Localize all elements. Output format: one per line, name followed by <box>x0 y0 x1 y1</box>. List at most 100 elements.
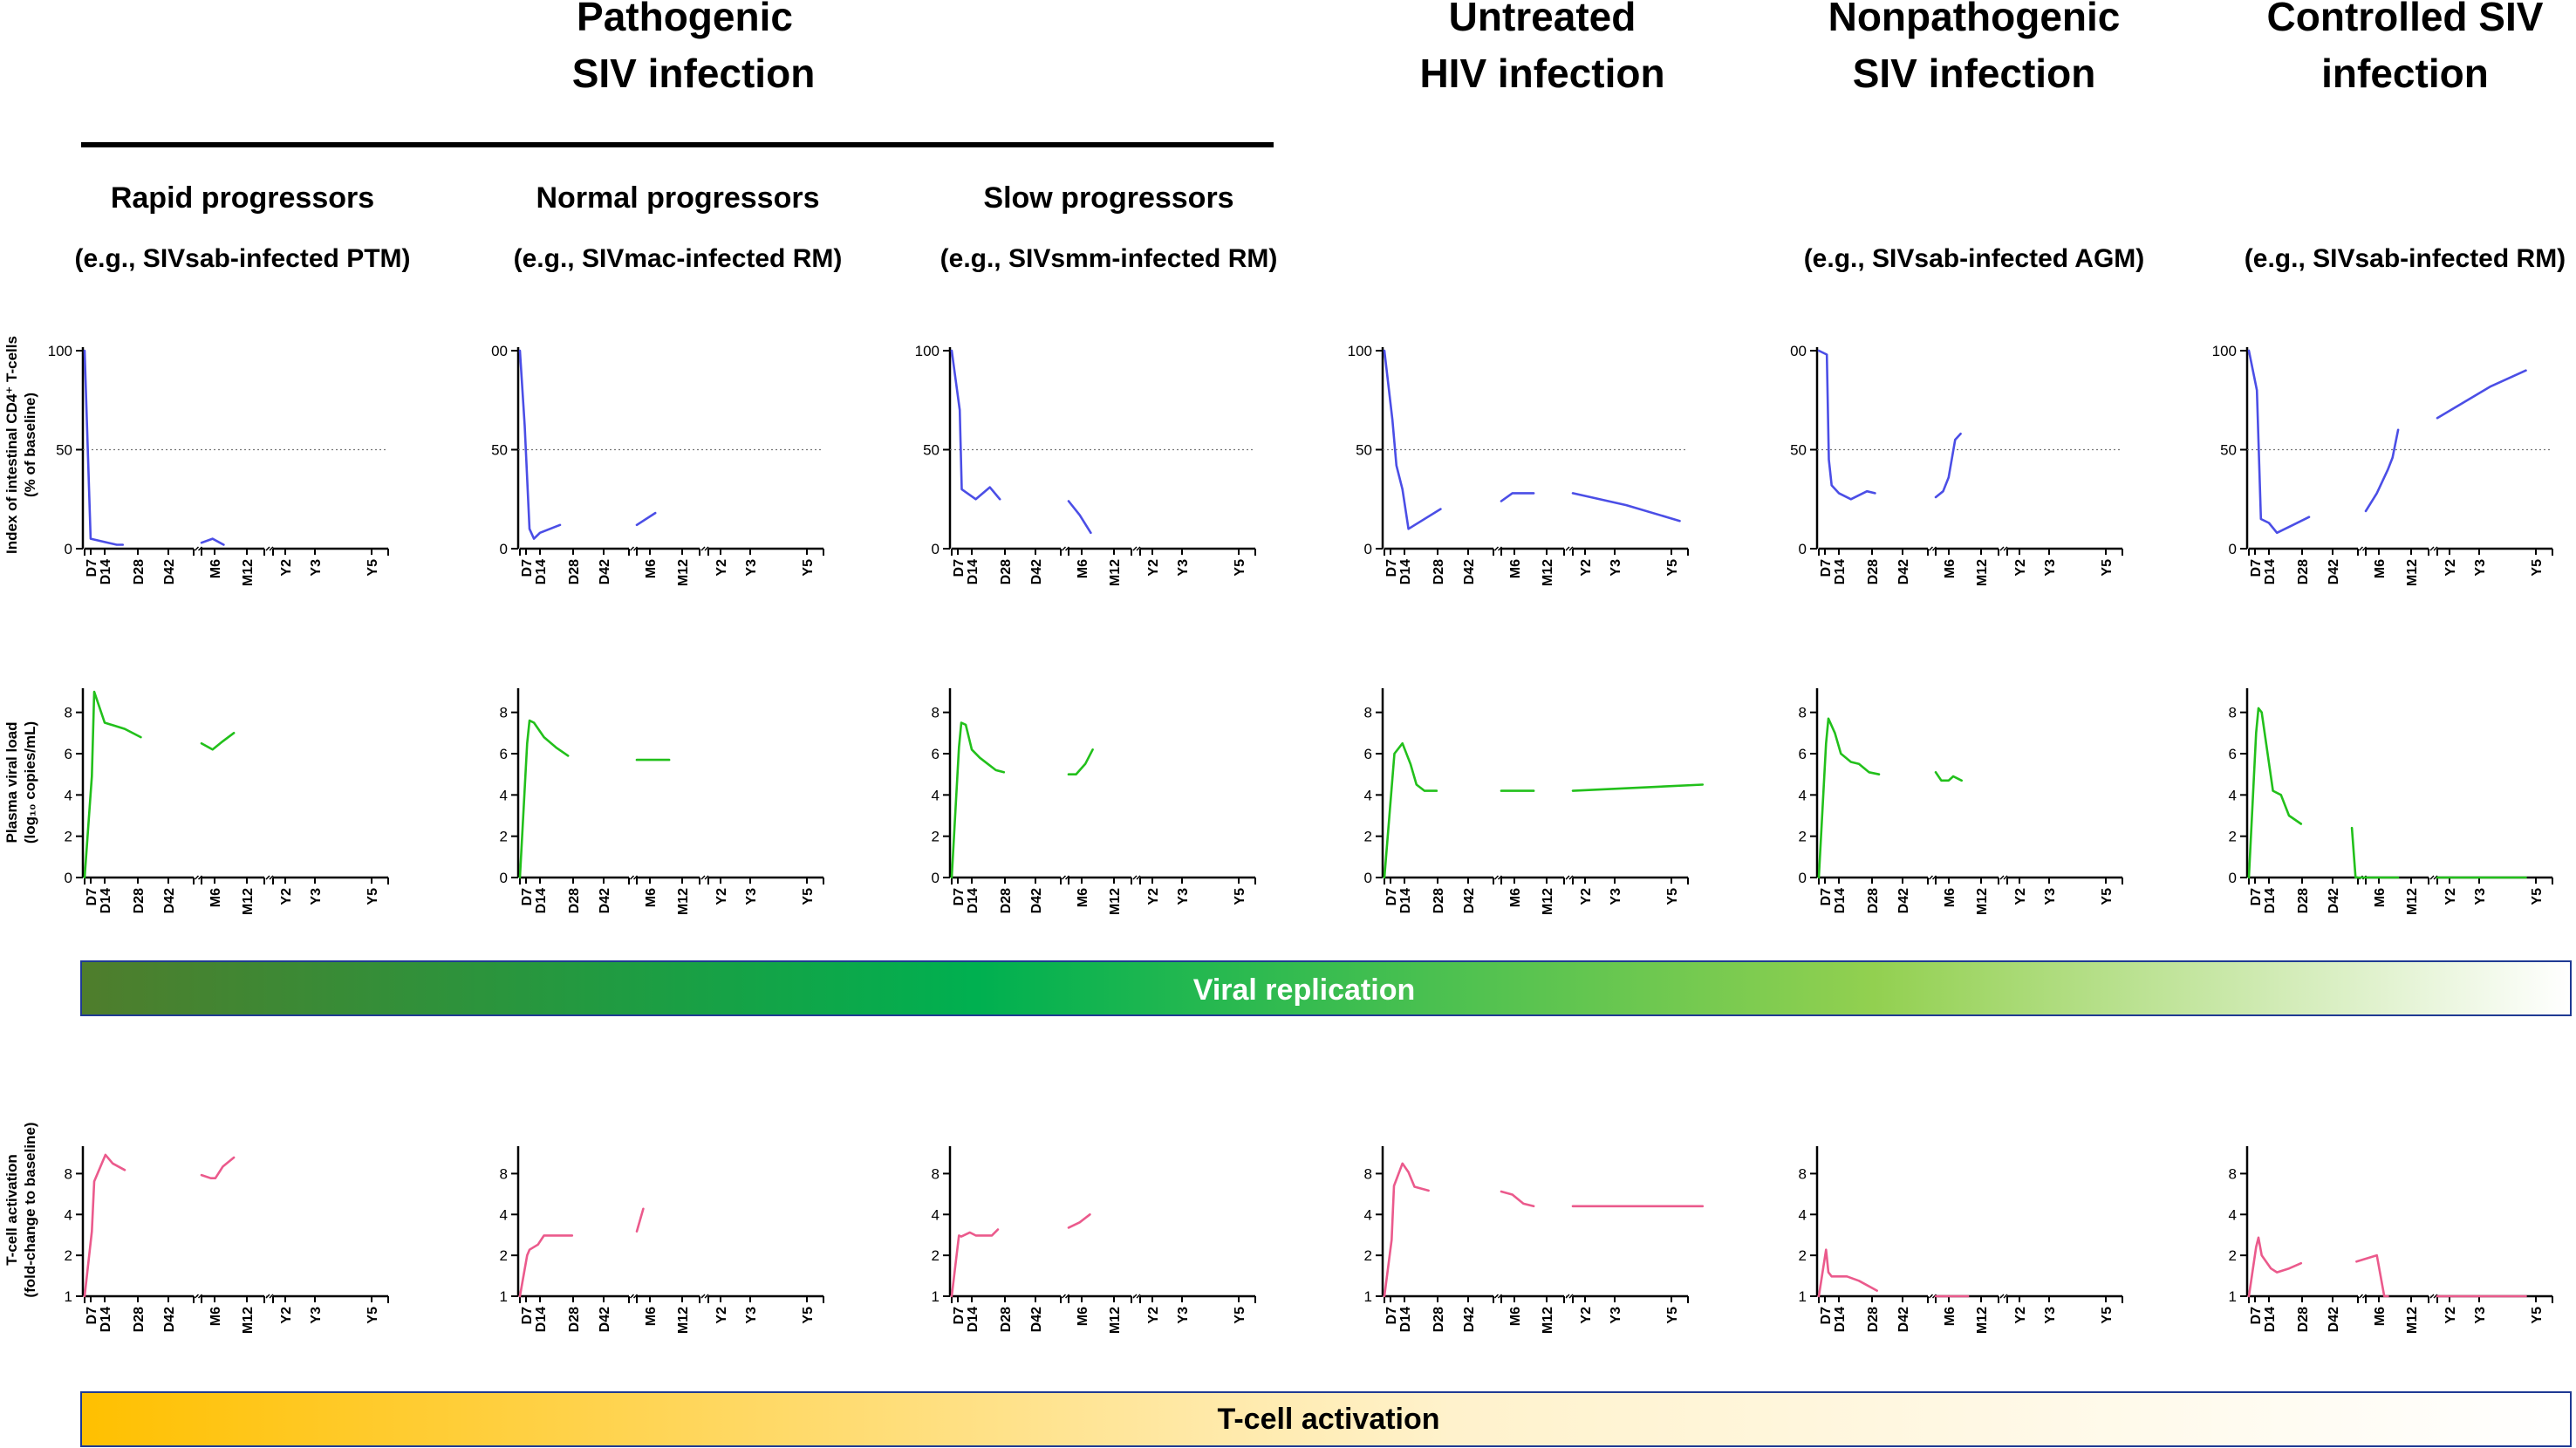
data-series-line <box>950 349 1001 501</box>
y-tick-label: 4 <box>65 1206 72 1223</box>
header-controlled-line2: infection <box>2321 51 2489 96</box>
x-tick-label: D42 <box>162 559 177 584</box>
x-tick-label: M12 <box>1108 1307 1123 1334</box>
data-series-line <box>1383 741 1438 879</box>
y-tick-label: 6 <box>932 746 940 762</box>
x-tick-label: Y3 <box>2473 1307 2488 1324</box>
header-pathogenic-line1: Pathogenic <box>577 0 793 39</box>
data-series-line <box>635 1207 645 1233</box>
x-tick-label: D7 <box>520 559 535 577</box>
x-tick-label: D7 <box>520 1307 535 1325</box>
panel-cd4-1: 0 50 100 D7 D14 D28 D42 M6 M12 Y2 Y3 Y5 <box>48 343 389 586</box>
x-tick-label: Y3 <box>2043 888 2058 905</box>
x-tick-label: Y2 <box>279 1307 294 1324</box>
x-tick-label: D14 <box>1398 888 1413 913</box>
axis-break <box>197 1294 203 1299</box>
x-tick-label: M12 <box>1541 559 1555 586</box>
data-series-line <box>1383 1162 1430 1298</box>
x-tick-label: Y3 <box>744 559 759 577</box>
x-tick-label: M6 <box>1076 1307 1090 1326</box>
axis-break <box>629 1294 635 1299</box>
x-tick-label: M12 <box>241 1307 256 1334</box>
x-tick-label: D7 <box>1384 1307 1399 1325</box>
y-tick-label: 4 <box>500 787 508 803</box>
axis-break <box>194 1294 200 1299</box>
x-tick-label: M12 <box>1975 559 1990 586</box>
x-tick-label: M6 <box>208 888 223 907</box>
axis-break <box>197 546 203 551</box>
x-tick-label: D42 <box>1462 559 1477 584</box>
y-tick-label: 100 <box>2212 343 2237 359</box>
axis-break <box>1136 1294 1141 1299</box>
x-tick-label: D7 <box>85 888 99 906</box>
header-nonpathogenic-line1: Nonpathogenic <box>1828 0 2121 39</box>
axis-break <box>197 875 203 880</box>
x-tick-label: M12 <box>676 1307 691 1334</box>
data-series-line <box>2247 1236 2303 1298</box>
x-tick-label: M6 <box>1508 888 1523 907</box>
data-series-line <box>1817 717 1881 879</box>
x-tick-label: Y5 <box>2100 1307 2115 1324</box>
y-tick-label: 4 <box>932 1206 940 1223</box>
data-series-line <box>950 721 1006 879</box>
x-tick-label: D7 <box>2249 559 2264 577</box>
x-tick-label: Y5 <box>801 888 816 905</box>
x-tick-label: D42 <box>162 888 177 913</box>
axis-break <box>2003 875 2008 880</box>
y-tick-label: 4 <box>1364 787 1372 803</box>
x-tick-label: Y5 <box>366 888 380 905</box>
y-tick-label: 8 <box>65 705 72 721</box>
x-tick-label: D14 <box>99 559 113 584</box>
y-tick-label: 1 <box>1364 1288 1372 1305</box>
y-tick-label: 2 <box>1364 1247 1372 1264</box>
x-tick-label: D42 <box>2327 1307 2341 1332</box>
y-tick-label: 6 <box>2229 746 2237 762</box>
y-tick-label: 4 <box>932 787 940 803</box>
panel-cd4-4: 0 50 100 D7 D14 D28 D42 M6 M12 Y2 Y3 Y5 <box>1348 343 1689 586</box>
viral-replication-label: Viral replication <box>1193 973 1415 1007</box>
y-tick-label: 8 <box>1799 705 1807 721</box>
x-tick-label: Y5 <box>366 559 380 577</box>
x-tick-label: Y2 <box>2443 1307 2458 1324</box>
x-tick-label: D7 <box>520 888 535 906</box>
y-tick-label: 1 <box>1799 1288 1807 1305</box>
axis-break <box>1568 1294 1574 1299</box>
y-tick-label: 8 <box>2229 705 2237 721</box>
axis-break <box>704 1294 709 1299</box>
axis-break <box>2358 1294 2364 1299</box>
x-tick-label: Y2 <box>714 888 729 905</box>
axis-break <box>629 875 635 880</box>
t-cell-activation-bar <box>80 1391 2572 1447</box>
example-nonpathogenic: (e.g., SIVsab-infected AGM) <box>1804 244 2145 273</box>
header-pathogenic: Pathogenic SIV infection <box>572 0 816 96</box>
x-tick-label: D42 <box>1029 888 1044 913</box>
x-tick-label: D14 <box>2263 559 2278 584</box>
x-tick-label: D28 <box>567 1307 582 1332</box>
axis-break <box>704 546 709 551</box>
x-tick-label: Y2 <box>1146 888 1161 905</box>
x-tick-label: M12 <box>1975 888 1990 915</box>
data-series-line <box>83 690 142 879</box>
axis-break <box>2358 546 2364 551</box>
x-tick-label: M12 <box>1975 1307 1990 1334</box>
axis-break <box>1928 875 1934 880</box>
x-tick-label: M6 <box>1076 888 1090 907</box>
header-controlled: Controlled SIV infection <box>2267 0 2544 96</box>
x-tick-label: Y3 <box>1609 559 1623 577</box>
axis-break <box>1061 875 1067 880</box>
x-tick-label: M6 <box>644 559 659 578</box>
axis-break <box>1999 875 2005 880</box>
x-tick-label: D14 <box>2263 1307 2278 1332</box>
x-tick-label: D7 <box>2249 888 2264 906</box>
axis-break <box>1132 1294 1138 1299</box>
y-tick-label: 0 <box>500 541 508 557</box>
x-tick-label: D28 <box>132 1307 147 1332</box>
y-tick-label: 2 <box>500 1247 508 1264</box>
y-tick-label: 1 <box>500 1288 508 1305</box>
x-tick-label: D42 <box>2327 888 2341 913</box>
x-tick-label: D28 <box>999 559 1014 584</box>
x-tick-label: M6 <box>644 888 659 907</box>
axis-break <box>2429 546 2435 551</box>
x-tick-label: D7 <box>1819 1307 1834 1325</box>
x-tick-label: M12 <box>1541 1307 1555 1334</box>
